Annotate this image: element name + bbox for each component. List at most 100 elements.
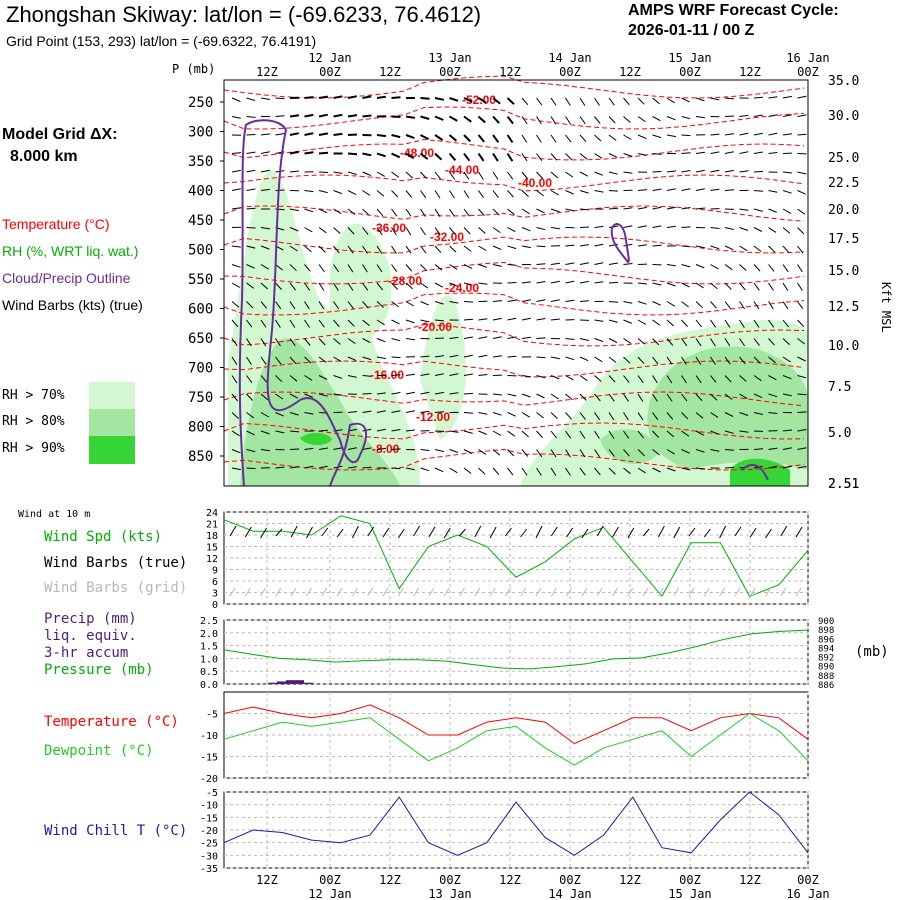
- height-tick-label: 20.0: [828, 203, 859, 218]
- wind-barb: [289, 264, 297, 272]
- top-hour-label: 00Z: [439, 65, 461, 79]
- wind-barb: [797, 171, 807, 175]
- height-tick-label: 10.0: [828, 339, 859, 354]
- wind-barb: [768, 264, 775, 272]
- wind-barb: [362, 208, 370, 216]
- wind-barb: [449, 264, 458, 270]
- wind-barb: [492, 336, 502, 339]
- surface-wind-barb-grid: [780, 587, 787, 597]
- height-tick-label: 12.5: [828, 300, 859, 315]
- wind-barb: [304, 151, 314, 155]
- wind-barb: [565, 171, 574, 178]
- wind-barb: [246, 467, 256, 470]
- surface-wind-barb-grid: [229, 587, 236, 597]
- wind-barb: [391, 410, 401, 413]
- wind-barb: [623, 134, 632, 140]
- wind-barb: [739, 375, 747, 382]
- height-tick-label: 2.51: [828, 477, 859, 492]
- wind-barb: [318, 356, 327, 363]
- wind-barb: [304, 465, 314, 469]
- wind-barb: [376, 264, 383, 273]
- wind-barb: [637, 97, 645, 105]
- wind-barb: [695, 375, 702, 384]
- wind-barb: [304, 190, 314, 193]
- wind-barb: [434, 134, 444, 141]
- wind-barb: [507, 430, 516, 437]
- wind-barb: [376, 171, 386, 177]
- precip-bar: [295, 680, 304, 684]
- wind-barb: [594, 338, 604, 342]
- wind-barb: [405, 245, 412, 254]
- wind-barb: [506, 152, 514, 162]
- wind-barb: [318, 151, 329, 155]
- wind-barb: [550, 116, 557, 125]
- surface-wind-barb-grid: [275, 587, 282, 597]
- wind-barb: [492, 317, 502, 321]
- wind-barb: [594, 97, 600, 106]
- wind-barb: [579, 338, 589, 341]
- cloud-outline: [610, 223, 630, 264]
- wind-barb: [579, 134, 587, 143]
- wind-barb: [608, 356, 617, 363]
- wind-barb: [434, 152, 443, 161]
- wind-barb: [391, 264, 398, 273]
- wind-barb: [231, 393, 239, 402]
- surface-wind-barb-grid: [550, 587, 557, 597]
- height-tick-label: 35.0: [828, 74, 859, 89]
- wind-barb: [347, 95, 358, 99]
- wind-barb: [420, 282, 429, 289]
- pressure-tick-label: 450: [188, 213, 213, 229]
- wind-barb: [637, 430, 644, 439]
- wind-barb: [420, 245, 427, 254]
- wind-barb: [594, 225, 604, 228]
- wind-barb: [492, 134, 500, 143]
- wind-barb: [753, 208, 763, 212]
- wind-barb: [695, 319, 702, 328]
- wind-barb: [797, 282, 803, 291]
- wind-barb: [289, 114, 300, 118]
- wind-barb: [666, 319, 675, 327]
- wind-barb: [260, 133, 270, 136]
- wind-barb: [623, 171, 633, 174]
- wind-barb: [782, 447, 792, 450]
- wind-barb: [623, 225, 633, 228]
- wind-barb: [478, 282, 488, 285]
- wind-barb: [565, 393, 573, 401]
- wind-panel-tick-label: 12: [206, 554, 218, 565]
- wind-barb: [521, 190, 529, 197]
- forecast-cycle-label: AMPS WRF Forecast Cycle:: [628, 2, 839, 19]
- wind-barb: [434, 355, 444, 358]
- wind-barb: [608, 467, 616, 475]
- wind-barb: [318, 113, 329, 118]
- wind-barb: [420, 355, 430, 358]
- wind-barb: [289, 393, 299, 399]
- wind-barb: [304, 132, 314, 136]
- wind-barb: [637, 319, 647, 325]
- wind-barb: [768, 282, 774, 291]
- wind-barb: [405, 152, 415, 160]
- wind-barb: [608, 134, 617, 141]
- wind-barb: [405, 208, 412, 217]
- wind-barb: [492, 412, 502, 416]
- wind-barb: [304, 208, 314, 213]
- wind-barb: [289, 245, 298, 252]
- wind-barb: [550, 318, 560, 321]
- wind-barb: [768, 447, 778, 450]
- wind-barb: [710, 301, 717, 309]
- wind-barb: [608, 262, 618, 265]
- wind-barb: [275, 115, 285, 117]
- wind-barb: [681, 134, 691, 137]
- temp-panel-tick-label: -10: [200, 731, 218, 742]
- surface-wind-barb-grid: [566, 587, 573, 597]
- wind-barb: [666, 449, 675, 455]
- wind-barb: [608, 393, 615, 402]
- wind-barb: [463, 245, 472, 252]
- wind-barb: [579, 467, 586, 476]
- wind-barb: [550, 449, 557, 458]
- wind-barb: [246, 97, 256, 101]
- wind-barb: [710, 338, 716, 347]
- bottom-hour-label: 00Z: [679, 873, 701, 887]
- wind-barb: [463, 282, 473, 286]
- wind-barb: [318, 95, 329, 99]
- wind-barb: [405, 391, 415, 395]
